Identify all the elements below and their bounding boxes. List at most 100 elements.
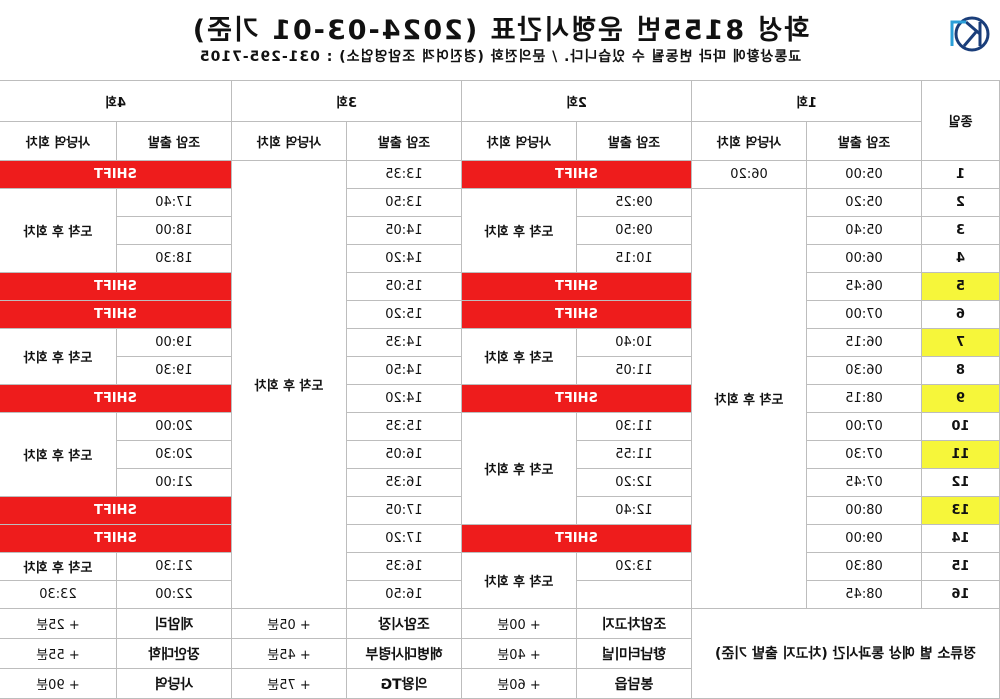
trip3-depart-time: 14:20 — [346, 244, 462, 273]
trip4-return-note: 도착 후 회차 — [0, 328, 117, 385]
trip2-shift-bar: SHIFT — [461, 524, 692, 553]
trip4-depart-time: 20:30 — [116, 440, 232, 469]
trip4-shift-bar: SHIFT — [0, 300, 232, 329]
trip1-depart-time: 06:15 — [806, 328, 922, 357]
stop-name: 해병대사령부 — [346, 638, 462, 669]
stop-offset: + 00분 — [461, 608, 577, 639]
trip1-depart-time: 06:30 — [806, 356, 922, 385]
trip2-depart-time — [576, 580, 692, 609]
return-column-header: 사당역 회차 — [461, 121, 577, 161]
trip1-depart-time: 05:00 — [806, 160, 922, 189]
trip-header: 2회 — [461, 80, 692, 122]
stop-name: 조암시장 — [346, 608, 462, 639]
trip3-depart-time: 16:50 — [346, 580, 462, 609]
trip1-depart-time: 08:15 — [806, 384, 922, 413]
trip4-shift-bar: SHIFT — [0, 496, 232, 525]
trip4-depart-time: 20:00 — [116, 412, 232, 441]
trip4-shift-bar: SHIFT — [0, 160, 232, 189]
trip3-depart-time: 14:20 — [346, 384, 462, 413]
trip4-shift-bar: SHIFT — [0, 272, 232, 301]
trip3-return-note: 도착 후 회차 — [231, 160, 347, 609]
stop-name: 제암리 — [116, 608, 232, 639]
bus-number: 14 — [921, 524, 1000, 553]
trip3-depart-time: 15:35 — [346, 412, 462, 441]
stop-offset: + 45분 — [231, 638, 347, 669]
depart-column-header: 조암 출발 — [116, 121, 232, 161]
trip4-return-note: 도착 후 회차 — [0, 412, 117, 497]
bus-number: 11 — [921, 440, 1000, 469]
trip4-depart-time: 17:40 — [116, 188, 232, 217]
trip3-depart-time: 16:35 — [346, 552, 462, 581]
stop-offset: + 25분 — [0, 608, 117, 639]
stop-name: 장안대학 — [116, 638, 232, 669]
header-area: 화성 8155번 운행시간표 (2024-03-01 기준) 교통상황에 따라 … — [0, 0, 1000, 80]
trip2-depart-time: 13:20 — [576, 552, 692, 581]
depart-column-header: 조암 출발 — [346, 121, 462, 161]
return-column-header: 사당역 회차 — [0, 121, 117, 161]
trip3-depart-time: 14:50 — [346, 356, 462, 385]
trip1-depart-time: 07:45 — [806, 468, 922, 497]
trip1-return-note: 도착 후 회차 — [691, 188, 807, 609]
trip2-depart-time: 10:40 — [576, 328, 692, 357]
stop-offset: + 40분 — [461, 638, 577, 669]
trip1-depart-time: 05:20 — [806, 188, 922, 217]
bus-number: 8 — [921, 356, 1000, 385]
trip4-depart-time: 21:00 — [116, 468, 232, 497]
trip2-return-note: 도착 후 회차 — [461, 328, 577, 385]
trip-header: 3회 — [231, 80, 462, 122]
trip1-depart-time: 07:30 — [806, 440, 922, 469]
trip2-depart-time: 09:25 — [576, 188, 692, 217]
trip3-depart-time: 15:20 — [346, 300, 462, 329]
trip4-return-time: 23:30 — [0, 580, 117, 609]
trip2-return-note: 도착 후 회차 — [461, 552, 577, 609]
trip2-return-note: 도착 후 회차 — [461, 412, 577, 525]
trip2-depart-time: 12:20 — [576, 468, 692, 497]
trip1-depart-time: 07:00 — [806, 412, 922, 441]
trip1-depart-time: 07:00 — [806, 300, 922, 329]
bus-number: 7 — [921, 328, 1000, 357]
trip2-depart-time: 09:50 — [576, 216, 692, 245]
trip4-depart-time: 18:30 — [116, 244, 232, 273]
trip2-shift-bar: SHIFT — [461, 384, 692, 413]
trip3-depart-time: 16:05 — [346, 440, 462, 469]
return-column-header: 사당역 회차 — [231, 121, 347, 161]
trip1-depart-time: 09:00 — [806, 524, 922, 553]
trip4-depart-time: 18:00 — [116, 216, 232, 245]
trip2-depart-time: 11:30 — [576, 412, 692, 441]
bus-number: 1 — [921, 160, 1000, 189]
bus-number: 10 — [921, 412, 1000, 441]
trip2-shift-bar: SHIFT — [461, 300, 692, 329]
depart-column-header: 조암 출발 — [576, 121, 692, 161]
trip3-depart-time: 15:05 — [346, 272, 462, 301]
bus-number: 16 — [921, 580, 1000, 609]
stop-name: 조암차고지 — [576, 608, 692, 639]
trip3-depart-time: 14:05 — [346, 216, 462, 245]
return-column-header: 사당역 회차 — [691, 121, 807, 161]
trip-header: 1회 — [691, 80, 922, 122]
trip3-depart-time: 16:35 — [346, 468, 462, 497]
trip3-depart-time: 17:05 — [346, 496, 462, 525]
trip1-depart-time: 06:45 — [806, 272, 922, 301]
bus-number: 4 — [921, 244, 1000, 273]
bus-number: 12 — [921, 468, 1000, 497]
trip1-depart-time: 05:40 — [806, 216, 922, 245]
company-logo — [950, 16, 990, 52]
depart-column-header: 조암 출발 — [806, 121, 922, 161]
bus-number: 2 — [921, 188, 1000, 217]
stop-time-note: 정류소 별 예상 통과시간 (차고지 출발 기준) — [691, 608, 1000, 699]
trip4-depart-time: 19:30 — [116, 356, 232, 385]
schedule-table: 종일 1회 2회 3회 4회 조암 출발 사당역 회차 조암 출발 사당역 회차 조암 출발 사당역… — [0, 80, 1000, 699]
trip4-depart-time: 22:00 — [116, 580, 232, 609]
bus-number: 3 — [921, 216, 1000, 245]
trip2-depart-time: 11:05 — [576, 356, 692, 385]
bus-number: 13 — [921, 496, 1000, 525]
trip1-depart-time: 06:00 — [806, 244, 922, 273]
page-subtitle: 교통상황에 따라 변동될 수 있습니다. / 문의전화 (경진여객 조암영업소)… — [198, 49, 802, 65]
trip2-shift-bar: SHIFT — [461, 160, 692, 189]
page-title: 화성 8155번 운행시간표 (2024-03-01 기준) — [190, 15, 810, 46]
trip4-shift-bar: SHIFT — [0, 384, 232, 413]
trip1-return-time: 06:20 — [691, 160, 807, 189]
trip2-depart-time: 12:40 — [576, 496, 692, 525]
trip2-shift-bar: SHIFT — [461, 272, 692, 301]
